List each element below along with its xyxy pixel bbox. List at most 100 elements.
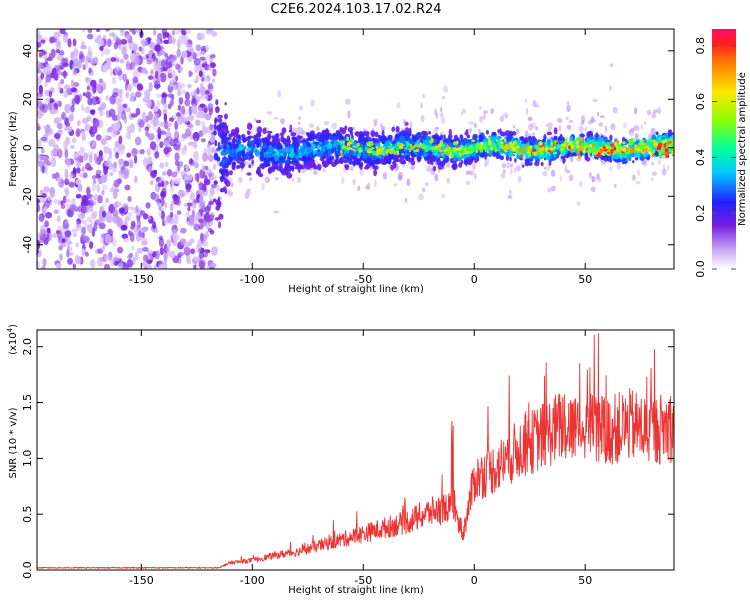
spectrogram-noise-blob <box>180 89 187 95</box>
spectrogram-peak-blob <box>390 148 395 151</box>
spectrogram-noise-blob <box>89 109 96 115</box>
spectrogram-band-blob <box>334 135 341 139</box>
spectrogram-noise-blob <box>87 97 93 106</box>
spectrogram-noise-blob <box>199 86 207 96</box>
spectrogram-band-blob <box>334 159 338 166</box>
spectrogram-band-blob <box>298 166 301 174</box>
spectrogram-halo-blob <box>291 178 295 182</box>
spectrogram-halo-blob <box>347 110 351 119</box>
spectrogram-noise-blob <box>157 45 165 51</box>
spectrogram-noise-blob <box>37 69 42 74</box>
spectrogram-noise-blob <box>116 88 124 95</box>
spectrogram-band-blob <box>331 139 335 146</box>
spectrogram-band-blob <box>288 151 295 159</box>
spectrogram-band-blob <box>391 126 396 132</box>
spectrogram-noise-blob <box>198 202 205 210</box>
spectrogram-noise-blob <box>180 35 187 45</box>
spectrogram-peak-blob <box>487 140 492 143</box>
spectrogram-noise-blob <box>154 150 160 159</box>
spectrogram-noise-blob <box>50 48 56 59</box>
snr-y-label: SNR (10 * v/v) <box>8 407 19 478</box>
spectrogram-noise-blob <box>139 210 146 216</box>
spectrogram-band-blob <box>286 146 290 151</box>
spectrogram-noise-blob <box>118 262 124 269</box>
spectrogram-halo-blob <box>424 182 429 187</box>
spectrogram-noise-blob <box>50 149 55 157</box>
spectrogram-noise-blob <box>65 198 71 203</box>
spectrogram-peak-blob <box>615 149 619 153</box>
spectrogram-band-blob <box>215 205 221 211</box>
spectrogram-noise-blob <box>120 113 126 120</box>
spectrogram-band-blob <box>223 143 228 149</box>
spectrogram-noise-blob <box>138 46 143 52</box>
spectrogram-peak-blob <box>656 145 662 151</box>
spectrogram-halo-blob <box>473 122 477 128</box>
spectrogram-peak-blob <box>641 139 644 144</box>
colorbar-tick-label: 0.2 <box>694 204 707 222</box>
spectrogram-noise-blob <box>204 205 210 215</box>
spectrogram-noise-blob <box>175 75 179 82</box>
spectrogram-band-blob <box>296 135 301 143</box>
spectrogram-noise-blob <box>37 198 41 204</box>
spectrogram-peak-blob <box>455 140 459 145</box>
spectrogram-halo-blob <box>237 176 243 183</box>
spectrogram-x-tick-label: -150 <box>129 273 154 286</box>
spectrogram-band-blob <box>261 145 264 151</box>
spectrogram-halo-blob <box>598 177 601 183</box>
spectrogram-y-tick-label: 0 <box>21 144 34 151</box>
spectrogram-noise-blob <box>86 52 93 61</box>
spectrogram-halo-blob <box>589 171 592 179</box>
spectrogram-noise-blob <box>120 29 125 32</box>
spectrogram-band-blob <box>406 140 410 148</box>
spectrogram-band-blob <box>665 133 669 140</box>
spectrogram-noise-blob <box>55 262 62 269</box>
spectrogram-noise-blob <box>37 100 43 109</box>
spectrogram-noise-blob <box>149 41 156 50</box>
spectrogram-noise-blob <box>158 75 162 82</box>
spectrogram-halo-blob <box>650 127 656 136</box>
spectrogram-peak-blob <box>367 150 372 154</box>
spectrogram-band-blob <box>265 153 271 159</box>
spectrogram-noise-blob <box>198 260 205 269</box>
snr-y-tick-label: 0.0 <box>21 561 34 579</box>
spectrogram-noise-blob <box>45 74 52 83</box>
spectrogram-band-blob <box>359 142 363 148</box>
spectrogram-noise-blob <box>55 40 62 51</box>
spectrogram-band-blob <box>347 126 353 133</box>
spectrogram-halo-blob <box>616 161 621 170</box>
spectrogram-noise-blob <box>193 264 197 269</box>
spectrogram-noise-blob <box>43 159 50 165</box>
spectrogram-band-blob <box>231 132 237 136</box>
spectrogram-noise-blob <box>105 210 111 218</box>
spectrogram-halo-blob <box>651 177 654 181</box>
spectrogram-noise-blob <box>107 163 113 168</box>
spectrogram-noise-blob <box>88 241 94 250</box>
spectrogram-noise-blob <box>176 38 182 49</box>
spectrogram-band-blob <box>220 150 224 156</box>
spectrogram-halo-blob <box>440 116 446 125</box>
spectrogram-noise-blob <box>198 252 205 259</box>
spectrogram-band-blob <box>374 165 379 170</box>
spectrogram-band-blob <box>592 141 599 149</box>
spectrogram-halo-blob <box>633 125 638 131</box>
spectrogram-noise-blob <box>154 70 159 80</box>
spectrogram-band-blob <box>455 153 461 158</box>
spectrogram-band-blob <box>288 129 293 133</box>
spectrogram-noise-blob <box>150 180 154 186</box>
spectrogram-band-blob <box>327 149 332 157</box>
spectrogram-marks <box>37 29 674 269</box>
spectrogram-peak-blob <box>590 150 593 153</box>
spectrogram-peak-blob <box>534 144 538 149</box>
spectrogram-halo-blob <box>666 164 670 171</box>
spectrogram-band-blob <box>290 132 297 137</box>
spectrogram-noise-blob <box>211 78 216 84</box>
spectrogram-halo-blob <box>273 116 279 120</box>
spectrogram-noise-blob <box>37 203 41 213</box>
spectrogram-noise-blob <box>189 158 193 165</box>
spectrogram-band-blob <box>430 159 434 166</box>
spectrogram-peak-blob <box>544 147 549 152</box>
spectrogram-halo-blob <box>500 173 506 179</box>
spectrogram-noise-blob <box>145 95 150 102</box>
spectrogram-peak-blob <box>553 151 558 155</box>
spectrogram-noise-blob <box>50 141 56 147</box>
